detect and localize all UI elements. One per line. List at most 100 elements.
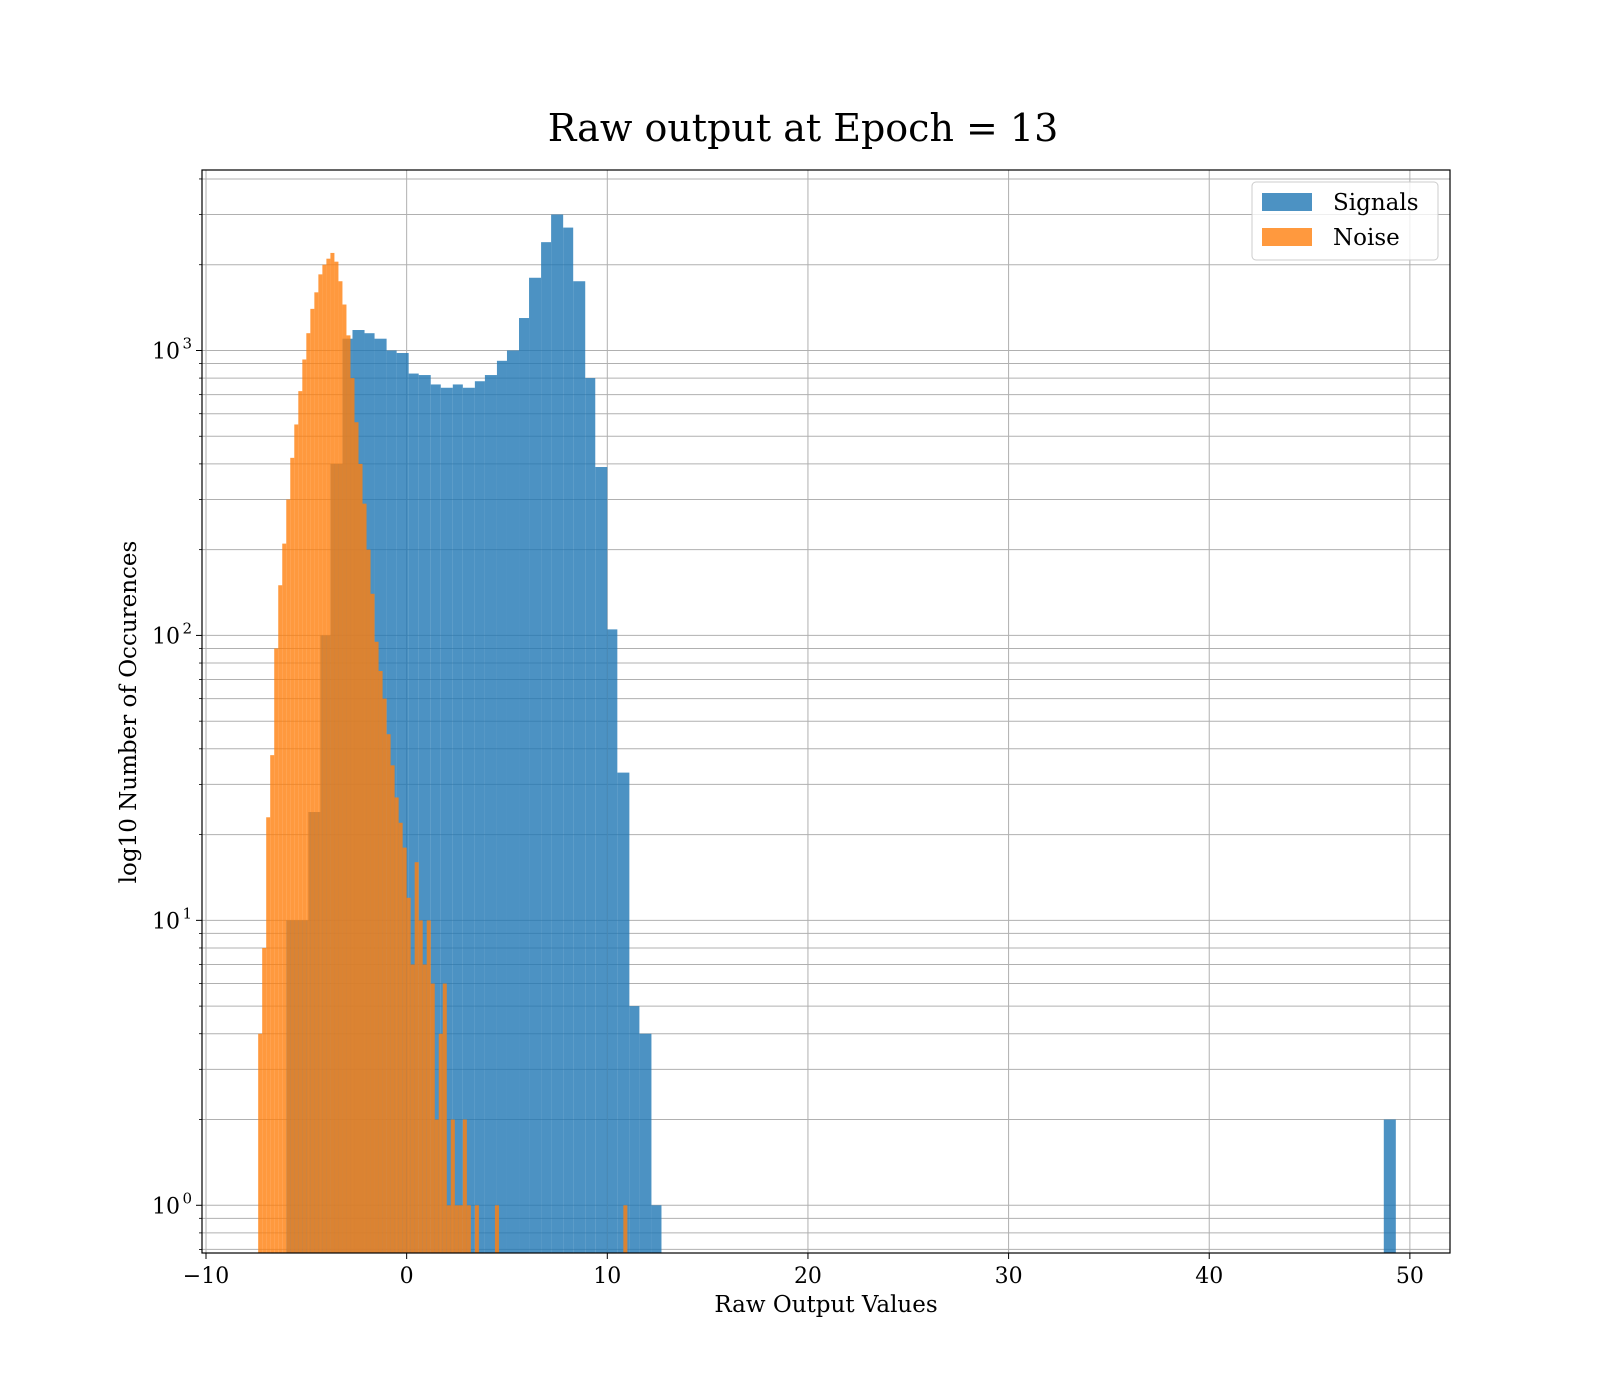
signals-bar bbox=[474, 381, 485, 1253]
y-tick-label: 10 bbox=[152, 624, 180, 649]
noise-bar bbox=[450, 1119, 455, 1253]
x-tick-label: 20 bbox=[794, 1264, 822, 1289]
noise-bar bbox=[414, 862, 419, 1253]
x-tick-label: 0 bbox=[400, 1264, 414, 1289]
noise-bar bbox=[326, 258, 331, 1254]
noise-bar bbox=[390, 765, 395, 1253]
noise-bar bbox=[442, 983, 447, 1253]
signals-bar bbox=[595, 467, 608, 1253]
noise-bar bbox=[334, 261, 339, 1253]
noise-bar bbox=[310, 308, 315, 1254]
noise-bar bbox=[374, 641, 379, 1253]
x-tick-label: 50 bbox=[1396, 1264, 1424, 1289]
y-tick-exponent: 0 bbox=[182, 1189, 192, 1207]
noise-bar bbox=[274, 648, 279, 1253]
noise-bar bbox=[386, 734, 391, 1253]
signals-bar bbox=[639, 1033, 652, 1253]
noise-bar bbox=[623, 1205, 628, 1253]
noise-bar bbox=[282, 543, 287, 1253]
noise-bar bbox=[418, 920, 423, 1253]
signals-bars bbox=[286, 214, 1396, 1254]
signals-bar bbox=[573, 281, 586, 1253]
noise-bar bbox=[330, 252, 335, 1253]
noise-bar bbox=[394, 797, 399, 1253]
x-tick-label: 30 bbox=[995, 1264, 1023, 1289]
noise-bar bbox=[406, 897, 411, 1253]
y-tick-exponent: 2 bbox=[182, 619, 192, 637]
noise-bar bbox=[290, 457, 295, 1253]
noise-bar bbox=[398, 822, 403, 1253]
noise-bar bbox=[494, 1205, 499, 1253]
noise-bar bbox=[410, 964, 415, 1253]
noise-bar bbox=[266, 817, 271, 1253]
signals-bar bbox=[529, 277, 542, 1253]
signals-bar bbox=[462, 387, 475, 1254]
x-tick-label: −10 bbox=[183, 1264, 229, 1289]
signals-bar bbox=[541, 242, 552, 1253]
noise-bar bbox=[474, 1205, 479, 1253]
signals-bar bbox=[563, 227, 574, 1253]
noise-bar bbox=[446, 1205, 451, 1253]
noise-bar bbox=[350, 378, 355, 1253]
signals-bar bbox=[430, 384, 441, 1253]
signals-bar bbox=[506, 350, 520, 1253]
signals-bar bbox=[1383, 1119, 1396, 1253]
noise-bar bbox=[382, 698, 387, 1253]
noise-bar bbox=[306, 333, 311, 1253]
signals-bar bbox=[585, 378, 596, 1253]
noise-bar bbox=[378, 671, 383, 1253]
noise-bar bbox=[294, 424, 299, 1253]
noise-bar bbox=[338, 281, 343, 1253]
signals-bar bbox=[607, 629, 618, 1253]
noise-bar bbox=[370, 593, 375, 1253]
noise-bar bbox=[362, 503, 367, 1253]
noise-bar bbox=[422, 964, 427, 1253]
noise-bar bbox=[302, 359, 307, 1253]
y-axis-label: log10 Number of Occurences bbox=[116, 541, 142, 884]
signals-bar bbox=[551, 214, 564, 1253]
noise-bar bbox=[342, 304, 347, 1253]
noise-bar bbox=[314, 292, 319, 1253]
signals-bar bbox=[617, 772, 630, 1253]
noise-bar bbox=[358, 463, 363, 1253]
x-tick-label: 40 bbox=[1195, 1264, 1223, 1289]
noise-bar bbox=[458, 1205, 463, 1253]
x-axis-label: Raw Output Values bbox=[714, 1292, 937, 1318]
signals-bar bbox=[651, 1205, 662, 1253]
x-tick-label: 10 bbox=[593, 1264, 621, 1289]
signals-bar bbox=[519, 318, 530, 1253]
noise-bar bbox=[278, 585, 283, 1253]
y-tick-exponent: 1 bbox=[182, 904, 192, 922]
noise-bar bbox=[354, 422, 359, 1254]
legend-swatch-noise bbox=[1262, 228, 1312, 246]
noise-bar bbox=[262, 947, 267, 1253]
y-tick-label: 10 bbox=[152, 909, 180, 934]
y-tick-label: 10 bbox=[152, 1194, 180, 1219]
noise-bar bbox=[322, 264, 327, 1253]
y-tick-label: 10 bbox=[152, 339, 180, 364]
noise-bar bbox=[318, 274, 323, 1253]
noise-bar bbox=[346, 335, 351, 1253]
x-axis-ticks: −10 0 10 20 30 40 50 bbox=[183, 1253, 1424, 1289]
noise-bar bbox=[466, 1205, 471, 1253]
noise-bar bbox=[430, 983, 435, 1253]
chart-title: Raw output at Epoch = 13 bbox=[548, 106, 1059, 150]
noise-bar bbox=[258, 1033, 263, 1253]
noise-bar bbox=[438, 1033, 443, 1253]
noise-bar bbox=[286, 499, 291, 1253]
noise-bar bbox=[298, 391, 303, 1253]
noise-bar bbox=[402, 847, 407, 1253]
legend-swatch-signals bbox=[1262, 193, 1312, 211]
signals-bar bbox=[452, 384, 463, 1253]
noise-bar bbox=[462, 1119, 467, 1253]
legend-label-signals: Signals bbox=[1333, 190, 1419, 216]
noise-bar bbox=[434, 1119, 439, 1253]
noise-bar bbox=[366, 549, 371, 1253]
noise-bar bbox=[454, 1205, 459, 1253]
plot-frame bbox=[201, 169, 1451, 1254]
noise-bar bbox=[426, 920, 431, 1253]
legend: Signals Noise bbox=[1251, 181, 1439, 261]
legend-label-noise: Noise bbox=[1333, 225, 1400, 251]
